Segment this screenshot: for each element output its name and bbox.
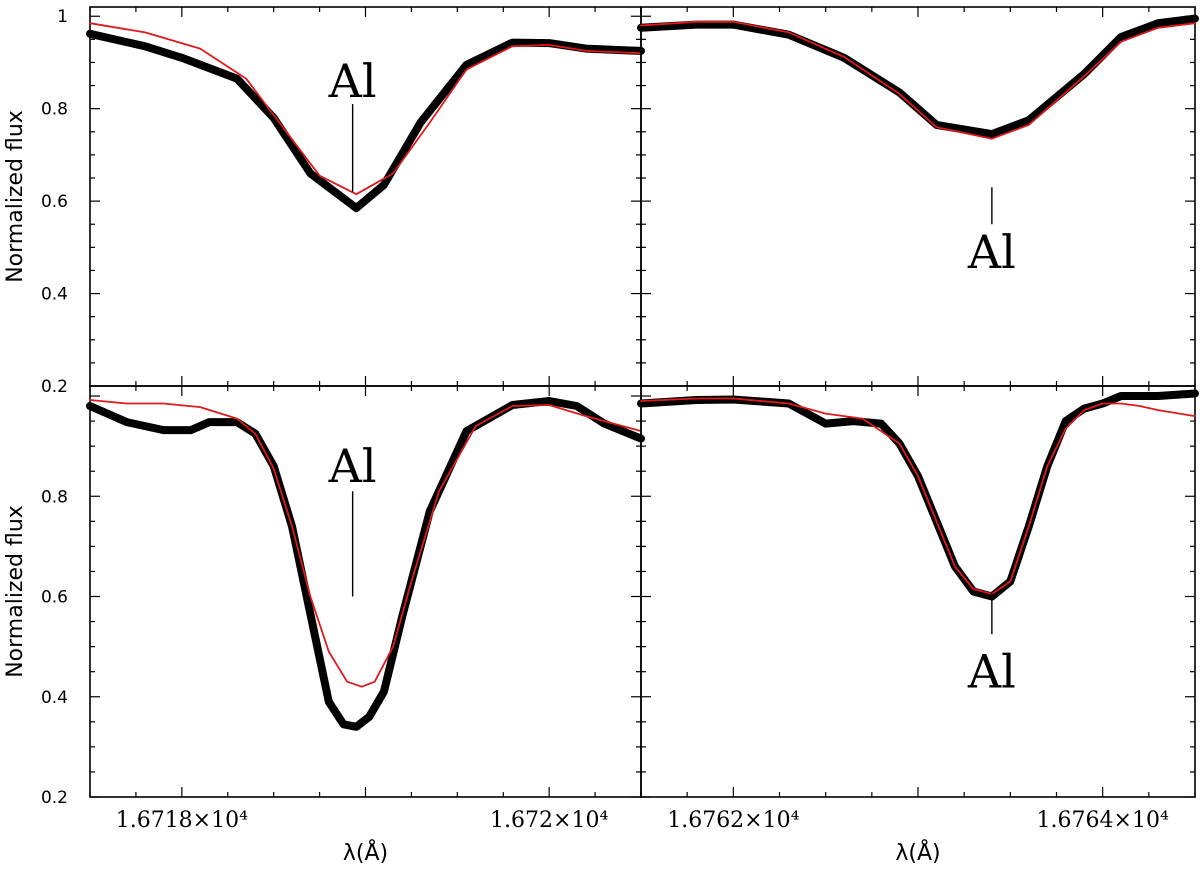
y-tick-label: 0.2	[41, 377, 68, 397]
y-tick-label: 0.6	[41, 192, 68, 212]
y-axis-label: Normalized flux	[3, 110, 28, 283]
x-tick-label: 1.672×10⁴	[490, 808, 608, 833]
y-axis-label: Normalized flux	[3, 505, 28, 678]
x-tick-label: 1.6718×10⁴	[116, 808, 248, 833]
al-annotation-label: Al	[328, 54, 377, 108]
y-tick-label: 0.4	[41, 285, 68, 305]
synthetic-spectrum-line	[89, 399, 642, 688]
x-axis-label: λ(Å)	[343, 839, 388, 866]
synthetic-spectrum-line	[640, 397, 1196, 595]
y-tick-label: 0.8	[41, 100, 68, 120]
al-annotation-label: Al	[328, 439, 377, 493]
x-tick-label: 1.6762×10⁴	[667, 808, 799, 833]
y-tick-label: 0.6	[41, 588, 68, 608]
x-axis-label: λ(Å)	[895, 839, 940, 866]
panel-frame-bottom-right	[640, 385, 1196, 798]
al-annotation-label: Al	[967, 225, 1016, 279]
y-tick-label: 0.8	[41, 487, 68, 507]
y-tick-label: 0.2	[41, 788, 68, 808]
observed-spectrum-line	[637, 389, 1199, 601]
synthetic-spectrum-line	[89, 22, 642, 196]
synthetic-spectrum-line	[640, 20, 1196, 140]
observed-spectrum-line	[86, 397, 645, 731]
x-tick-label: 1.6764×10⁴	[1037, 808, 1169, 833]
al-annotation-label: Al	[967, 645, 1016, 699]
y-tick-label: 1	[57, 7, 68, 27]
y-tick-label: 0.4	[41, 688, 68, 708]
observed-spectrum-line	[637, 14, 1199, 139]
panel-frame-top-right	[640, 6, 1196, 387]
observed-spectrum-line	[86, 29, 645, 213]
